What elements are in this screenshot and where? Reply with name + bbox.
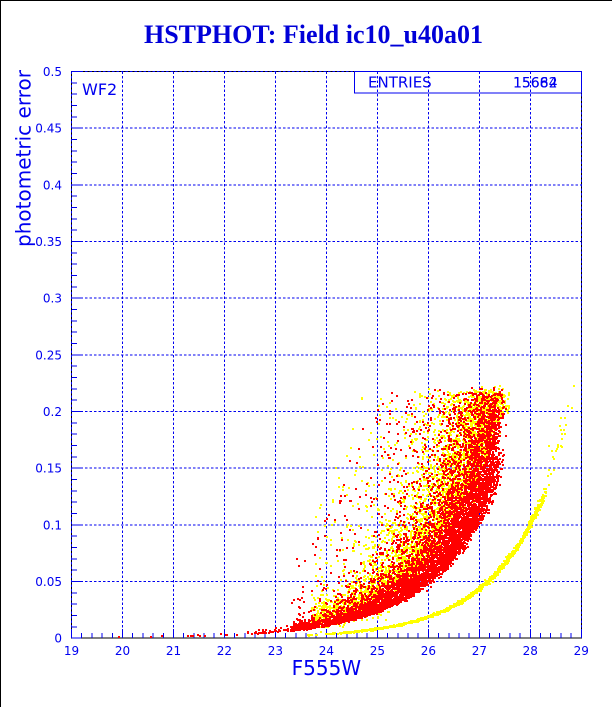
- y-tick-label: 0: [54, 632, 62, 646]
- x-tick-label: 29: [574, 644, 589, 658]
- y-tick-label: 0.5: [43, 65, 62, 79]
- x-tick-label: 27: [472, 644, 487, 658]
- x-tick-label: 28: [523, 644, 538, 658]
- x-tick-label: 20: [115, 644, 130, 658]
- y-tick-label: 0.2: [43, 405, 62, 419]
- panel-label: WF2: [82, 80, 117, 99]
- y-tick-label: 0.4: [43, 178, 62, 192]
- y-tick-label: 0.45: [35, 122, 62, 136]
- page-title: HSTPHOT: Field ic10_u40a01: [144, 20, 483, 49]
- x-tick-labels: 19 20 21 22 23 24 25 26 27 28 29: [64, 644, 589, 658]
- x-tick-label: 26: [421, 644, 436, 658]
- y-tick-label: 0.1: [43, 518, 62, 532]
- stats-label: ENTRIES: [368, 74, 432, 92]
- y-tick-label: 0.15: [35, 462, 62, 476]
- axis-ticks: [71, 71, 582, 639]
- x-tick-label: 24: [319, 644, 334, 658]
- x-tick-label: 23: [268, 644, 283, 658]
- x-tick-label: 21: [166, 644, 181, 658]
- y-tick-label: 0.35: [35, 235, 62, 249]
- x-tick-label: 22: [217, 644, 232, 658]
- y-tick-label: 0.3: [43, 292, 62, 306]
- stats-box: [354, 71, 582, 94]
- y-tick-label: 0.25: [35, 348, 62, 362]
- y-tick-label: 0.05: [35, 575, 62, 589]
- y-axis-title: photometric error: [12, 69, 36, 247]
- x-axis-title: F555W: [292, 656, 362, 680]
- stats-value-1: 15682: [513, 76, 558, 92]
- y-tick-labels: 0 0.05 0.1 0.15 0.2 0.25 0.3 0.35 0.4 0.45 0.5: [35, 65, 62, 646]
- stats-value-2: 15664: [513, 76, 558, 92]
- x-tick-label: 19: [64, 644, 79, 658]
- series-red-points: [118, 387, 507, 638]
- x-tick-label: 25: [370, 644, 385, 658]
